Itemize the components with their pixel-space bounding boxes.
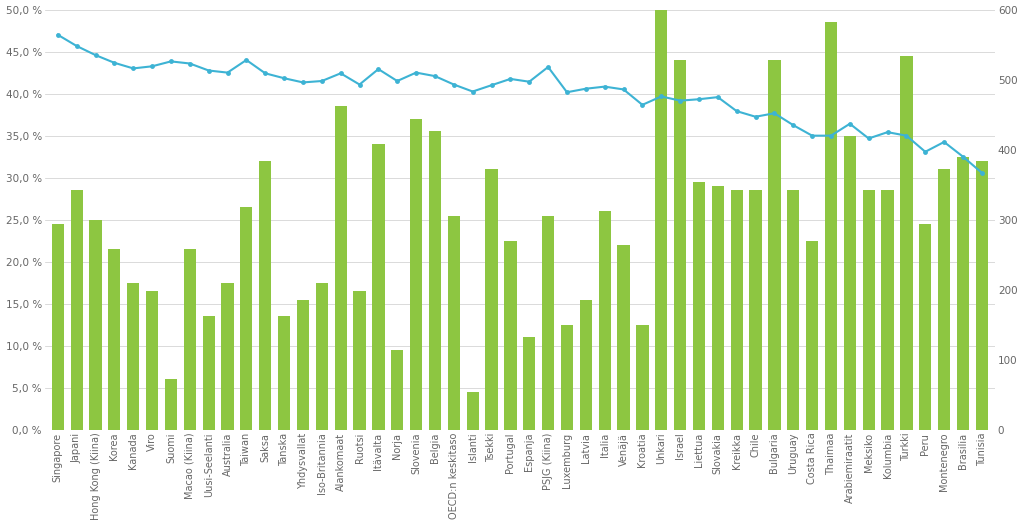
Bar	[636, 325, 649, 430]
Bar	[71, 190, 83, 430]
Bar	[882, 190, 894, 430]
Bar	[203, 317, 215, 430]
Bar	[862, 190, 875, 430]
Bar	[278, 317, 291, 430]
Bar	[618, 245, 630, 430]
Bar	[391, 350, 403, 430]
Bar	[429, 132, 441, 430]
Bar	[712, 186, 724, 430]
Bar	[297, 300, 309, 430]
Bar	[448, 216, 460, 430]
Bar	[693, 182, 705, 430]
Bar	[900, 56, 913, 430]
Bar	[165, 379, 177, 430]
Bar	[938, 169, 950, 430]
Bar	[259, 161, 271, 430]
Bar	[542, 216, 554, 430]
Bar	[806, 241, 818, 430]
Bar	[787, 190, 799, 430]
Bar	[89, 220, 101, 430]
Bar	[957, 157, 969, 430]
Bar	[504, 241, 517, 430]
Bar	[655, 0, 667, 430]
Bar	[108, 249, 121, 430]
Bar	[240, 207, 253, 430]
Bar	[919, 224, 931, 430]
Bar	[335, 106, 347, 430]
Bar	[184, 249, 196, 430]
Bar	[485, 169, 497, 430]
Bar	[750, 190, 762, 430]
Bar	[730, 190, 743, 430]
Bar	[976, 161, 988, 430]
Bar	[353, 291, 365, 430]
Bar	[598, 211, 611, 430]
Bar	[316, 283, 328, 430]
Bar	[580, 300, 592, 430]
Bar	[523, 338, 535, 430]
Bar	[221, 283, 233, 430]
Bar	[825, 22, 837, 430]
Bar	[466, 392, 479, 430]
Bar	[844, 136, 856, 430]
Bar	[561, 325, 573, 430]
Bar	[51, 224, 63, 430]
Bar	[768, 60, 781, 430]
Bar	[410, 119, 422, 430]
Bar	[146, 291, 159, 430]
Bar	[372, 144, 385, 430]
Bar	[674, 60, 686, 430]
Bar	[127, 283, 139, 430]
